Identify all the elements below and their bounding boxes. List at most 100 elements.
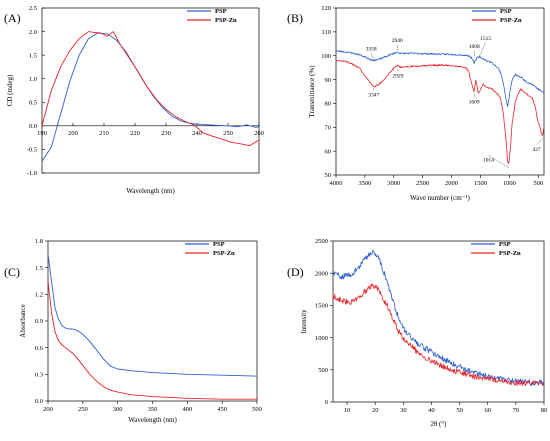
panel-b-y-tick-label: 80 [325,101,332,108]
panel-b-x-tick-label: 1500 [474,180,487,187]
panel-a-x-tick-label: 210 [99,130,109,137]
panel-a-legend-label: PSP [215,8,227,15]
panel-c-y-tick-label: 1.8 [35,238,43,245]
panel-b-y-ticks: 50 60 70 80 90 100 110 120 [321,5,336,179]
panel-c-y-tick-label: 1.2 [35,292,43,299]
panel-b-y-tick-label: 50 [325,172,332,179]
panel-b-peak-label: 1609 [469,100,480,106]
panel-b-annotation-leader [479,42,486,57]
panel-c-y-tick-label: 1.5 [35,265,43,272]
panel-c-uv-absorbance-chart: (C) 0.0 0.3 0.6 0.9 1.2 1.5 1.8 200 250 300 350 40… [4,238,262,424]
panel-a-y-tick-label: 0.0 [29,123,37,130]
panel-d-legend: PSP PSP-Zn [471,241,521,257]
panel-b-plot-frame [335,7,545,176]
panel-b-legend-label: PSP-Zn [500,17,522,24]
panel-b-peak-label: 1515 [480,36,491,42]
panel-c-x-tick-label: 250 [78,406,88,413]
panel-b-x-ticks: 4000 3500 3000 2500 2000 1500 1000 500 [330,175,543,187]
panel-c-y-axis-title: Absorbance [19,304,27,337]
panel-b-peak-label: 2929 [392,74,403,80]
panel-c-x-tick-label: 500 [252,406,262,413]
panel-b-x-tick-label: 1000 [503,180,516,187]
panel-a-y-tick-label: 0.5 [29,99,37,106]
panel-b-legend-label: PSP [500,8,512,15]
panel-a-y-tick-label: 1.0 [29,76,37,83]
panel-d-x-tick-label: 50 [456,407,463,414]
panel-a-plot-frame [41,7,260,174]
panel-c-x-axis-title: Wavelength (nm) [128,416,177,424]
panel-b-x-tick-label: 4000 [330,180,343,187]
panel-c-series-psp-line [47,254,258,377]
panel-d-x-tick-label: 80 [541,407,548,414]
panel-b-peak-label: 1608 [469,44,480,50]
panel-b-series-psp-line [335,50,545,107]
panel-a-legend-label: PSP-Zn [215,17,237,24]
panel-c-y-ticks: 0.0 0.3 0.6 0.9 1.2 1.5 1.8 [35,238,48,405]
panel-a-y-tick-label: 2.0 [29,29,37,36]
panel-c-y-tick-label: 0.6 [35,345,44,352]
panel-d-x-axis-title: 2θ (°) [430,420,447,428]
panel-a-x-tick-label: 220 [130,130,140,137]
panel-c-label: (C) [4,265,20,279]
panel-b-y-tick-label: 120 [321,5,331,12]
panel-d-xrd-chart: (D) 0 500 1000 1500 2000 2500 10 20 30 40 50 60 70 8… [287,238,547,428]
panel-a-y-tick-label: 1.5 [29,52,37,59]
panel-a-series-psp-zn-line [41,31,260,147]
panel-b-x-tick-label: 3000 [387,180,400,187]
panel-c-y-tick-label: 0.9 [35,318,43,325]
panel-a-x-tick-label: 190 [37,130,47,137]
panel-d-legend-label: PSP-Zn [499,250,521,257]
panel-b-peak-label: 3347 [368,93,379,99]
panel-c-series-lines [47,254,258,400]
panel-b-series-psp-zn-line [335,59,545,164]
panel-d-y-tick-label: 1500 [315,303,328,310]
panel-d-plot-frame [332,240,545,403]
panel-b-series-lines [335,50,545,164]
panel-a-x-tick-label: 240 [192,130,202,137]
panel-d-x-tick-label: 10 [344,407,351,414]
panel-b-x-tick-label: 2500 [416,180,429,187]
panel-b-peak-label: 2940 [392,38,403,44]
panel-b-annotation-leader [536,138,543,146]
panel-a-uv-cd-chart: (A) -1.0 -0.5 0.0 0.5 1.0 1.5 2.0 2.5 190 200 210… [4,5,264,195]
panel-b-y-tick-label: 100 [321,53,331,60]
panel-d-y-tick-label: 0 [325,399,328,406]
panel-c-y-tick-label: 0.0 [35,398,43,405]
panel-c-plot-frame [47,240,258,402]
panel-a-x-axis-title: Wavelength (nm) [126,187,175,195]
panel-b-x-tick-label: 500 [533,180,543,187]
panel-d-x-tick-label: 20 [372,407,379,414]
panel-a-y-ticks: -1.0 -0.5 0.0 0.5 1.0 1.5 2.0 2.5 [27,5,45,177]
panel-a-series-psp-line [41,32,260,162]
panel-b-y-tick-label: 60 [325,148,332,155]
panel-d-series-lines [332,249,545,387]
panel-a-label: (A) [4,11,21,25]
panel-c-legend-label: PSP [213,241,225,248]
panel-d-legend-label: PSP [499,241,511,248]
panel-c-series-psp-zn-line [47,280,257,400]
panel-c-x-tick-label: 350 [148,406,158,413]
panel-c-x-tick-label: 300 [113,406,123,413]
panel-d-series-psp-line [332,249,545,386]
panel-b-x-tick-label: 3500 [358,180,371,187]
panel-c-x-tick-label: 400 [182,406,192,413]
panel-b-ftir-chart: (B) 50 60 70 80 90 100 110 120 4000 3500 3000 2500… [287,5,545,202]
panel-b-legend: PSP PSP-Zn [472,8,522,24]
panel-c-x-tick-label: 200 [43,406,53,413]
panel-d-y-ticks: 0 500 1000 1500 2000 2500 [315,238,333,406]
panel-c-y-tick-label: 0.3 [35,372,43,379]
panel-b-y-tick-label: 90 [325,77,332,84]
panel-a-y-tick-label: -1.0 [27,170,37,177]
panel-a-y-tick-label: -0.5 [27,147,37,154]
panel-d-label: (D) [287,265,304,279]
panel-d-x-tick-label: 60 [484,407,491,414]
panel-b-y-tick-label: 110 [321,29,331,36]
panel-b-label: (B) [287,11,303,25]
panel-d-x-ticks: 10 20 30 40 50 60 70 80 [344,402,547,414]
panel-a-x-ticks: 190 200 210 220 230 240 250 260 [37,122,264,137]
panel-d-y-axis-title: Intensity [300,309,308,334]
panel-d-y-tick-label: 1000 [315,335,328,342]
panel-b-x-tick-label: 2000 [445,180,458,187]
